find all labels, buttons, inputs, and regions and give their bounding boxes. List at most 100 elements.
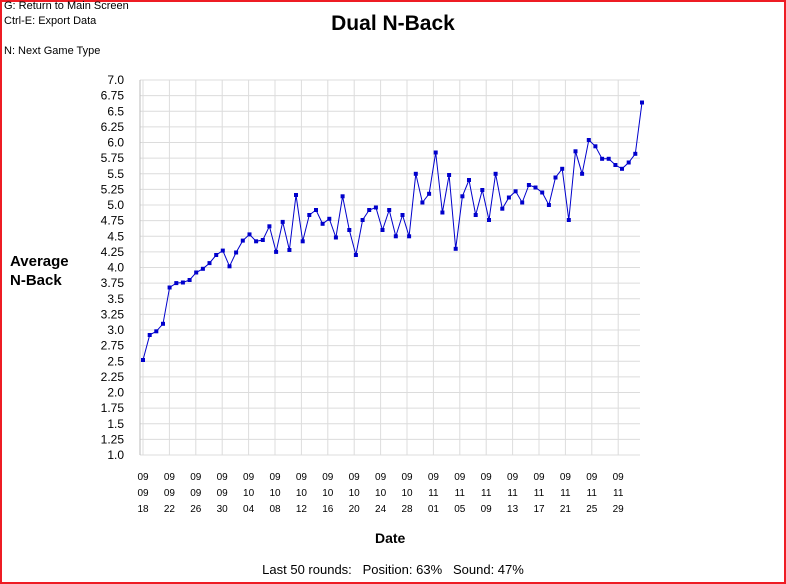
chart-title: Dual N-Back: [331, 12, 455, 35]
x-tick-label: 09: [137, 488, 149, 499]
x-tick-label: 11: [507, 488, 518, 499]
x-tick-label: 05: [454, 504, 466, 515]
y-tick-label: 3.75: [101, 276, 125, 290]
y-tick-label: 5.75: [101, 151, 125, 165]
data-point: [194, 270, 199, 275]
sound-score: Sound: 47%: [452, 562, 524, 577]
data-point: [200, 266, 205, 271]
x-tick-label: 17: [533, 504, 545, 515]
x-tick-label: 21: [560, 504, 572, 515]
y-tick-label: 2.75: [101, 339, 125, 353]
x-tick-label: 09: [217, 472, 229, 483]
data-point: [147, 333, 152, 337]
data-point: [487, 218, 491, 222]
data-point: [520, 200, 525, 205]
data-point: [294, 193, 298, 197]
data-point: [220, 248, 225, 253]
x-tick-label: 09: [454, 472, 466, 483]
x-tick-label: 09: [190, 472, 202, 483]
x-tick-label: 16: [322, 504, 334, 515]
y-tick-label: 5.5: [107, 167, 124, 181]
data-point: [267, 224, 272, 229]
data-point: [606, 156, 611, 161]
x-tick-label: 09: [322, 472, 334, 483]
y-tick-label: 4.5: [107, 229, 124, 243]
y-tick-label: 6.25: [101, 120, 125, 134]
shortcut-next-game-type[interactable]: N: Next Game Type: [4, 45, 101, 57]
data-point: [347, 228, 352, 232]
data-point: [513, 189, 518, 194]
y-axis-label: Average N-Back: [10, 252, 69, 290]
data-point: [287, 248, 292, 252]
y-tick-label: 5.0: [107, 198, 124, 212]
shortcut-export-data[interactable]: Ctrl-E: Export Data: [4, 15, 97, 27]
x-tick-label: 13: [507, 504, 519, 515]
x-tick-label: 09: [164, 488, 176, 499]
data-point: [320, 221, 325, 226]
series-points: [141, 100, 644, 362]
data-point: [240, 238, 245, 243]
data-point: [440, 210, 445, 215]
x-tick-label: 09: [349, 472, 361, 483]
data-point: [633, 151, 638, 156]
x-tick-label: 09: [586, 472, 598, 483]
data-point: [560, 166, 565, 171]
data-point: [540, 190, 545, 195]
y-tick-label: 2.25: [101, 370, 125, 384]
data-point: [141, 358, 145, 362]
data-point: [420, 200, 425, 205]
data-point: [387, 208, 392, 212]
data-point: [167, 285, 172, 290]
x-tick-label: 11: [455, 488, 466, 499]
x-tick-label: 30: [217, 504, 229, 515]
data-point: [500, 206, 505, 211]
x-tick-label: 08: [269, 504, 281, 515]
x-tick-label: 09: [507, 472, 519, 483]
data-point: [180, 280, 185, 285]
data-point: [227, 264, 232, 269]
x-tick-label: 09: [481, 504, 493, 515]
x-tick-label: 29: [613, 504, 625, 515]
data-point: [620, 166, 624, 171]
data-point: [626, 160, 631, 165]
y-axis-label-line-1: Average: [10, 253, 69, 270]
x-tick-label: 24: [375, 504, 387, 515]
x-tick-label: 09: [243, 472, 255, 483]
y-tick-labels: 1.0 1.251.5 1.752.0 2.25 2.52.75 3.0 3.253.5 3.…: [101, 73, 125, 462]
data-point: [161, 321, 165, 326]
x-tick-label: 09: [296, 472, 308, 483]
y-tick-label: 1.25: [101, 432, 125, 446]
data-point: [360, 218, 365, 222]
x-tick-label: 11: [587, 488, 598, 499]
data-point: [447, 173, 452, 177]
data-point: [546, 203, 551, 207]
data-point: [553, 175, 558, 180]
shortcut-main-screen[interactable]: G: Return to Main Screen: [4, 0, 129, 12]
position-score: Position: 63%: [362, 562, 443, 577]
data-point: [247, 232, 252, 237]
x-tick-label: 25: [586, 504, 598, 515]
data-point: [473, 213, 478, 217]
last-rounds-label: Last 50 rounds:: [262, 562, 352, 577]
data-point: [453, 246, 458, 251]
data-point: [586, 138, 591, 142]
data-point: [254, 239, 259, 244]
data-point: [260, 238, 265, 242]
x-tick-labels: 09 09 18 09 09 22 09 09 26 09 09 30 09 10 04 09 10 08 09 10…: [137, 472, 624, 515]
data-point: [526, 183, 531, 187]
data-point: [314, 208, 318, 212]
x-tick-label: 09: [375, 472, 387, 483]
y-tick-label: 1.0: [107, 448, 124, 462]
x-tick-label: 09: [269, 472, 281, 483]
data-point: [367, 208, 372, 212]
data-point: [506, 195, 511, 200]
x-tick-label: 10: [349, 488, 361, 499]
data-point: [187, 278, 192, 282]
x-tick-label: 09: [401, 472, 413, 483]
x-axis-label: Date: [375, 530, 406, 546]
x-tick-label: 04: [243, 504, 255, 515]
x-tick-label: 22: [164, 504, 176, 515]
y-tick-label: 1.5: [107, 417, 124, 431]
data-point: [307, 213, 312, 217]
data-point: [340, 194, 345, 199]
